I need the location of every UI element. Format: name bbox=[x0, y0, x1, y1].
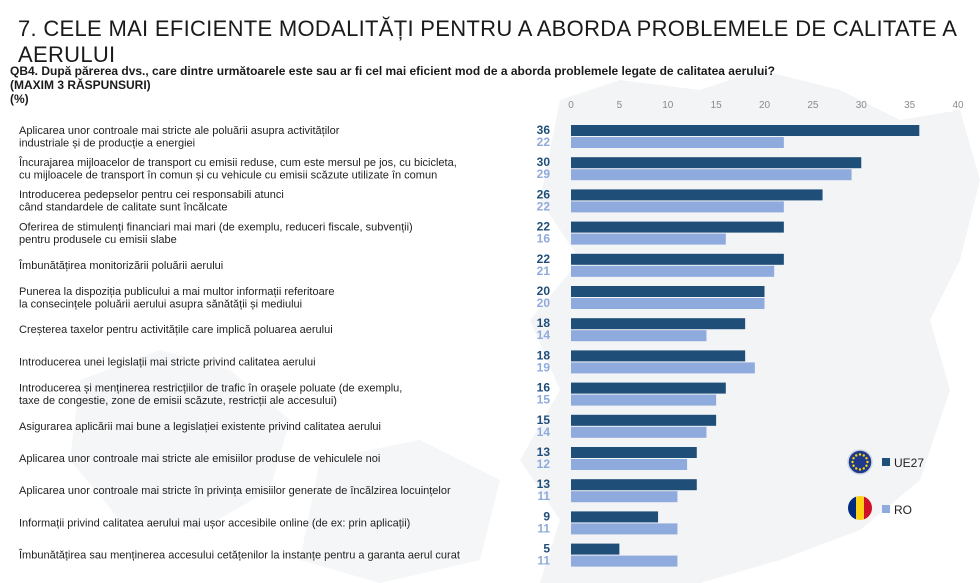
bar-ue27 bbox=[571, 543, 620, 555]
bar-ue27 bbox=[571, 253, 784, 265]
bar-ue27 bbox=[571, 157, 862, 169]
bar-ro bbox=[571, 298, 765, 309]
question-note: (MAXIM 3 RĂSPUNSURI) bbox=[10, 78, 151, 92]
category-label: Creșterea taxelor pentru activitățile ca… bbox=[19, 324, 333, 336]
category-label: Îmbunătățirea monitorizării poluării aer… bbox=[18, 259, 223, 272]
bar-ro bbox=[571, 201, 784, 213]
romania-flag-icon bbox=[848, 496, 872, 520]
data-label-ro: 29 bbox=[537, 167, 551, 181]
category-label: Îmbunătățirea sau menținerea accesului c… bbox=[18, 549, 460, 562]
bar-ue27 bbox=[571, 447, 697, 458]
category-label: Informații privind calitatea aerului mai… bbox=[19, 517, 410, 529]
bar-ue27 bbox=[571, 125, 920, 136]
category-label: Introducerea unei legislații mai stricte… bbox=[19, 356, 316, 368]
data-label-ro: 11 bbox=[537, 489, 550, 503]
data-label-ro: 20 bbox=[537, 296, 551, 310]
bar-ue27 bbox=[571, 189, 823, 201]
bar-ue27 bbox=[571, 350, 746, 362]
bar-ro bbox=[571, 265, 775, 277]
question-text: QB4. După părerea dvs., care dintre urmă… bbox=[10, 64, 775, 78]
category-label: Aplicarea unor controale mai stricte în … bbox=[19, 485, 451, 497]
category-label: pentru produsele cu emisii slabe bbox=[19, 234, 177, 246]
category-label: Introducerea pedepselor pentru cei respo… bbox=[19, 189, 284, 201]
data-label-ro: 12 bbox=[537, 457, 551, 471]
bar-ro bbox=[571, 491, 678, 503]
data-label-ro: 11 bbox=[537, 521, 550, 535]
bar-ro bbox=[571, 459, 688, 470]
data-label-ro: 14 bbox=[537, 328, 551, 342]
axis-tick-label: 40 bbox=[952, 100, 964, 111]
eu-flag-icon bbox=[847, 449, 873, 475]
question-block: QB4. După părerea dvs., care dintre urmă… bbox=[10, 64, 950, 106]
data-label-ro: 22 bbox=[537, 199, 551, 213]
bar-ue27 bbox=[571, 382, 726, 394]
bar-ue27 bbox=[571, 511, 659, 523]
page-title: 7. CELE MAI EFICIENTE MODALITĂȚI PENTRU … bbox=[18, 16, 956, 67]
category-label: Încurajarea mijloacelor de transport cu … bbox=[18, 156, 457, 169]
category-label: cu mijloacele de transport în comun și c… bbox=[19, 169, 437, 181]
legend-label-ue27: UE27 bbox=[894, 456, 924, 470]
question-unit: (%) bbox=[10, 92, 29, 106]
category-label: Aplicarea unor controale mai stricte ale… bbox=[19, 125, 340, 137]
category-label: Introducerea și menținerea restricțiilor… bbox=[19, 382, 402, 394]
legend-swatch-ue27 bbox=[882, 458, 890, 466]
category-label: când standardele de calitate sunt încălc… bbox=[19, 202, 228, 214]
bar-ro bbox=[571, 362, 755, 374]
data-label-ro: 21 bbox=[537, 264, 551, 278]
data-label-ro: 14 bbox=[537, 425, 551, 439]
data-label-ro: 16 bbox=[537, 232, 551, 246]
category-label: la consecințele poluării aerului asupra … bbox=[19, 298, 302, 310]
bar-ue27 bbox=[571, 286, 765, 297]
data-label-ro: 22 bbox=[537, 135, 551, 149]
bar-ue27 bbox=[571, 221, 784, 233]
legend-label-ro: RO bbox=[894, 503, 912, 517]
data-label-ro: 15 bbox=[537, 393, 551, 407]
category-label: Asigurarea aplicării mai bune a legislaț… bbox=[19, 421, 381, 433]
legend-swatch-ro bbox=[882, 505, 890, 513]
bar-ro bbox=[571, 330, 707, 342]
category-label: industriale și de producție a energiei bbox=[19, 137, 195, 149]
bar-ue27 bbox=[571, 414, 717, 426]
category-label: Oferirea de stimulenți financiari mai ma… bbox=[19, 221, 413, 233]
bar-ue27 bbox=[571, 318, 746, 330]
bar-ro bbox=[571, 394, 717, 406]
data-label-ro: 19 bbox=[537, 360, 551, 374]
bar-ue27 bbox=[571, 479, 697, 491]
category-label: Aplicarea unor controale mai stricte ale… bbox=[19, 453, 380, 465]
bar-ro bbox=[571, 426, 707, 438]
bar-ro bbox=[571, 523, 678, 535]
bar-ro bbox=[571, 137, 784, 148]
category-label: taxe de congestie, zone de emisii scăzut… bbox=[19, 395, 337, 407]
bar-ro bbox=[571, 555, 678, 567]
bar-ro bbox=[571, 169, 852, 181]
category-label: Punerea la dispoziția publicului a mai m… bbox=[19, 286, 334, 298]
data-label-ro: 11 bbox=[537, 554, 550, 568]
bar-ro bbox=[571, 233, 726, 245]
